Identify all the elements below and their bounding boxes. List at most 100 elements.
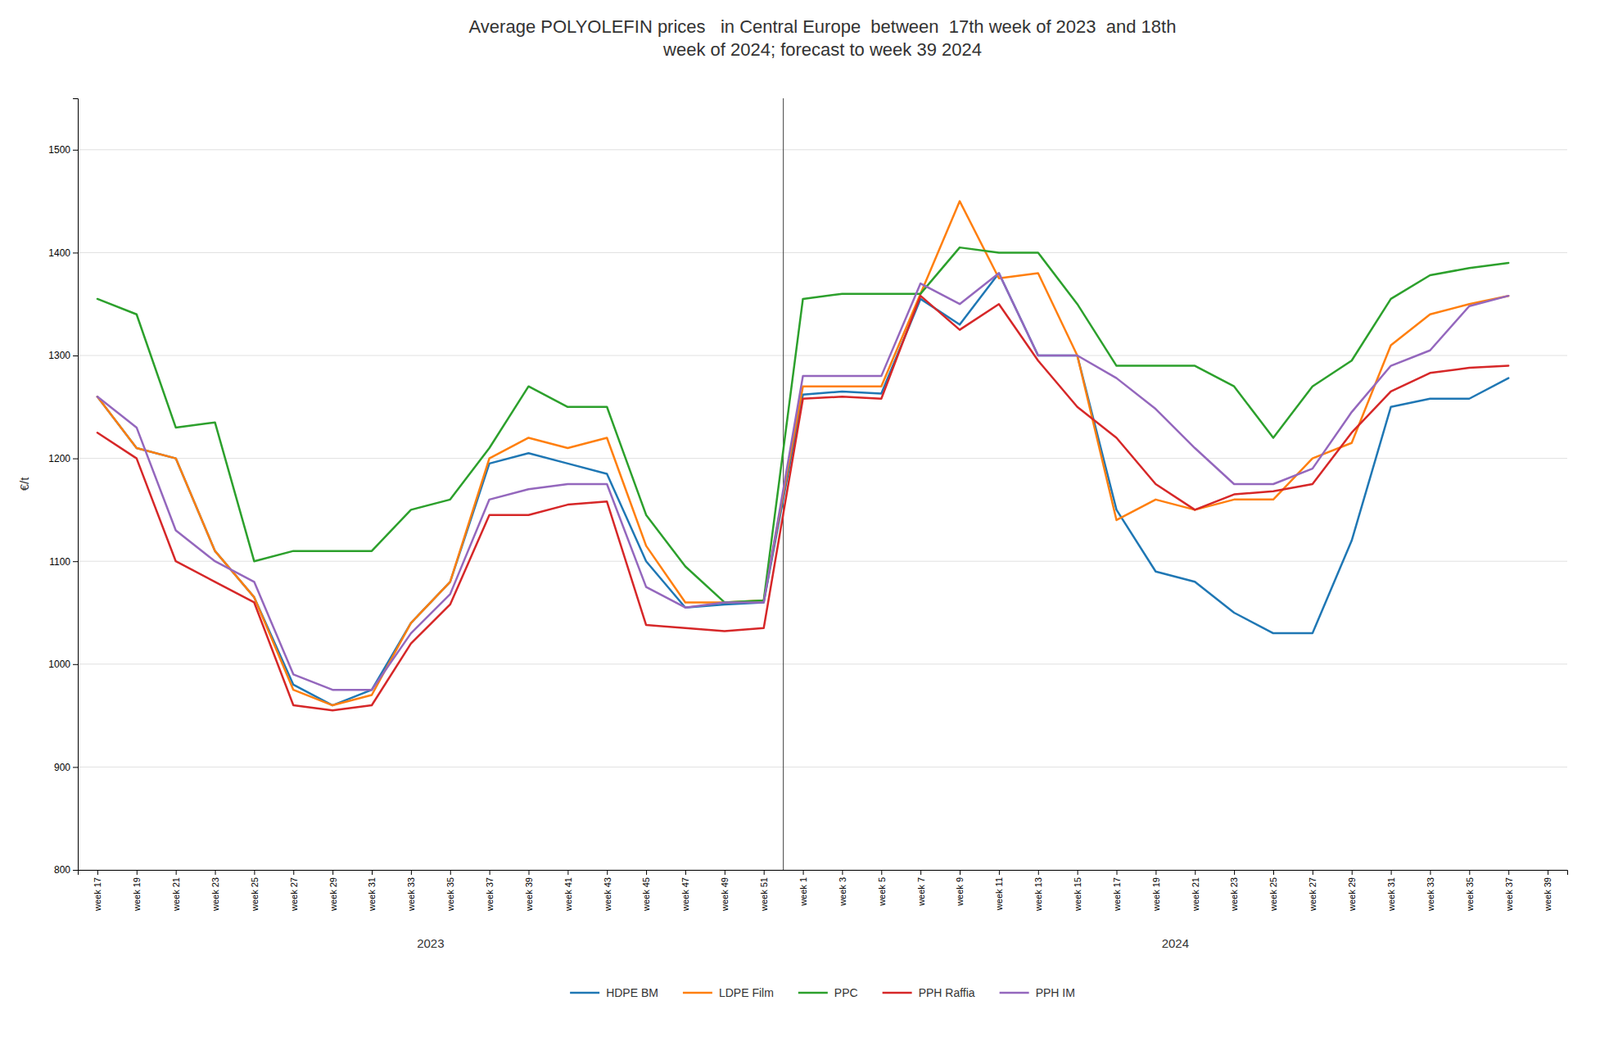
x-tick-mark [1194,869,1196,875]
x-tick-label: week 5 [876,876,887,907]
x-tick: week 47 [680,869,691,912]
grid-line [77,252,1568,254]
plot-area: 800900100011001200130014001500week 17wee… [48,98,1568,950]
y-tick-label: 1100 [49,555,71,568]
x-tick: week 29 [1346,869,1357,912]
x-tick-label: week 21 [1190,876,1201,912]
y-tick: 1100 [49,555,78,568]
legend-swatch [882,991,913,995]
y-tick-label: 1300 [48,349,71,362]
x-tick: week 45 [641,869,651,912]
x-tick-label: week 39 [524,876,534,912]
y-tick-mark [72,355,78,357]
x-tick-label: week 33 [1425,876,1436,912]
chart: 800900100011001200130014001500week 17wee… [0,0,1600,1046]
x-tick: week 31 [366,869,377,912]
x-tick: week 7 [916,869,927,907]
x-tick: week 27 [1307,869,1318,912]
x-tick-label: week 41 [563,876,574,912]
x-tick-label: week 37 [1504,876,1515,912]
x-tick-label: week 21 [171,876,181,912]
y-tick-mark [72,869,78,871]
x-tick-mark [1508,869,1510,875]
y-tick: 1000 [48,658,78,670]
y-tick-mark [72,560,78,562]
x-tick-mark [1077,869,1079,875]
legend-item: PPH IM [999,985,1076,999]
y-tick-label: 900 [54,761,71,773]
x-tick: week 27 [289,869,299,912]
x-tick: week 37 [484,869,495,912]
x-tick-label: week 51 [759,876,769,912]
x-tick-label: week 33 [406,876,416,912]
y-tick: 900 [54,761,78,773]
series-lines [97,201,1509,711]
x-tick-label: week 27 [1307,876,1318,912]
y-tick: 1300 [48,349,78,362]
legend-swatch [999,991,1030,995]
x-tick: week 21 [171,869,181,912]
x-tick: week 33 [406,869,416,912]
y-tick: 1500 [48,144,78,156]
x-tick: week 49 [719,869,730,912]
x-tick-mark [1233,869,1235,875]
x-tick-mark [136,869,138,875]
x-tick: week 5 [876,869,887,907]
x-tick-mark [646,869,647,875]
y-tick-label: 1200 [48,452,71,465]
x-tick-label: week 1 [798,876,809,907]
chart-title-line: week of 2024; forecast to week 39 2024 [662,39,982,60]
x-tick: week 23 [210,869,221,912]
x-tick-mark [1273,869,1275,875]
y-tick-label: 1000 [48,658,71,670]
y-tick-label: 1400 [48,247,71,259]
x-tick: week 17 [92,869,103,912]
x-axis-line [78,870,1569,876]
y-tick-label: 1500 [48,144,71,156]
x-tick-label: week 31 [366,876,377,912]
grid-line [77,355,1568,357]
x-tick-mark [685,869,687,875]
x-tick-mark [528,869,529,875]
chart-title-line: Average POLYOLEFIN prices in Central Eur… [469,16,1177,37]
x-tick: week 19 [131,869,142,912]
x-tick-label: week 37 [484,876,495,912]
x-tick-label: week 7 [916,876,927,907]
x-tick-label: week 17 [92,876,103,912]
x-tick: week 35 [1464,869,1475,912]
x-tick-mark [998,869,1000,875]
x-tick-label: week 15 [1072,876,1083,912]
y-tick-mark [72,252,78,254]
x-tick: week 39 [1542,869,1553,912]
x-tick: week 17 [1111,869,1122,912]
year-label: 2023 [416,935,444,950]
x-tick-label: week 25 [1268,876,1279,912]
grid [77,149,1568,870]
legend-label: PPH Raffia [918,985,976,999]
x-tick-label: week 45 [641,876,651,912]
x-tick-label: week 9 [954,876,965,907]
legend-item: PPH Raffia [882,985,976,999]
y-tick-mark [72,664,78,665]
x-tick: week 23 [1229,869,1239,912]
legend-item: LDPE Film [682,985,774,999]
x-tick-mark [803,869,805,875]
x-tick: week 35 [445,869,456,912]
x-tick: week 25 [249,869,260,912]
series-line [97,247,1509,602]
y-tick: 1400 [48,247,78,259]
x-tick: week 15 [1072,869,1083,912]
legend-swatch [682,991,713,995]
x-tick-label: week 11 [994,876,1004,911]
x-tick-label: week 13 [1033,876,1044,912]
series-line [97,295,1509,710]
grid-line [77,149,1568,150]
x-tick-label: week 43 [602,876,613,912]
chart-title: Average POLYOLEFIN prices in Central Eur… [469,16,1177,60]
x-tick-mark [763,869,765,875]
x-tick-label: week 35 [1464,876,1475,912]
x-tick: week 29 [327,869,338,912]
x-tick-mark [959,869,961,875]
x-tick-mark [215,869,217,875]
x-tick: week 11 [994,869,1004,911]
